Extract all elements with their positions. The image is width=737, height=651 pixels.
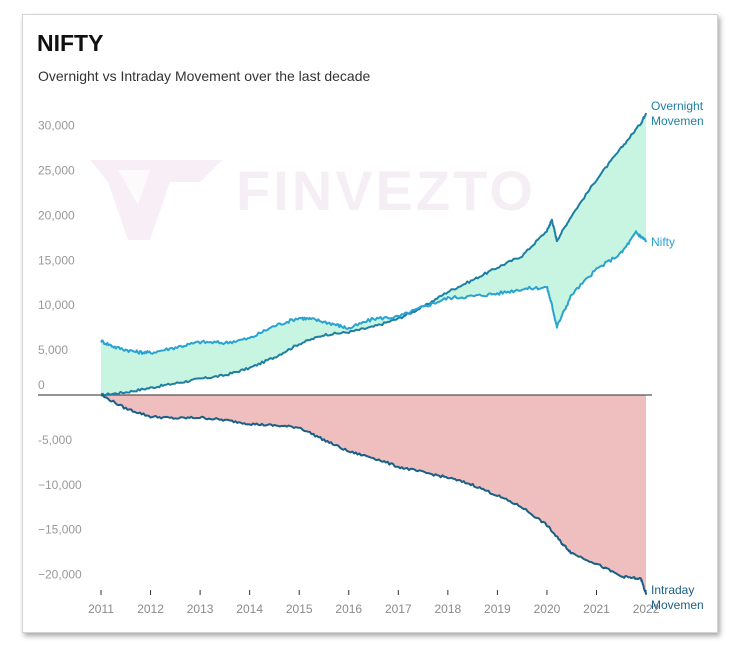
x-tick-label: 2018: [434, 602, 461, 616]
watermark-logo-inner: [118, 170, 150, 205]
y-tick-label: 30,000: [38, 119, 75, 133]
x-tick-label: 2017: [385, 602, 412, 616]
series-label: Nifty: [651, 235, 675, 249]
y-tick-label: 0: [38, 378, 45, 392]
x-tick-label: 2022: [633, 602, 660, 616]
series-line-overnight-movement: [100, 112, 647, 397]
series-label: Intraday: [651, 583, 694, 597]
chart-title: NIFTY: [37, 30, 104, 56]
x-tick-label: 2014: [236, 602, 263, 616]
series-label: Movemen: [651, 114, 704, 128]
series-line-intraday-movement: [100, 394, 647, 595]
x-tick-label: 2019: [484, 602, 511, 616]
fill-area-0: [101, 113, 646, 396]
y-tick-label: 5,000: [38, 343, 68, 357]
x-tick-label: 2020: [534, 602, 561, 616]
series-label: Overnight: [651, 99, 704, 113]
fill-area-1: [101, 395, 646, 595]
watermark: FINVEZTO: [90, 159, 536, 240]
y-tick-label: −20,000: [38, 568, 82, 582]
x-tick-label: 2015: [286, 602, 313, 616]
x-tick-label: 2021: [583, 602, 610, 616]
y-tick-label: -5,000: [38, 433, 72, 447]
series-line-nifty: [100, 230, 647, 355]
x-tick-label: 2012: [137, 602, 164, 616]
y-tick-label: −15,000: [38, 523, 82, 537]
fills-layer: [101, 113, 646, 595]
y-tick-label: −10,000: [38, 478, 82, 492]
watermark-logo: [90, 160, 222, 240]
lines-layer: [100, 112, 647, 595]
y-tick-label: 15,000: [38, 253, 75, 267]
axis-layer: 30,000 25,000 20,000 15,000 10,000 5,000 0 -5,0…: [38, 119, 660, 616]
x-tick-label: 2013: [187, 602, 214, 616]
y-tick-label: 25,000: [38, 164, 75, 178]
y-tick-label: 10,000: [38, 298, 75, 312]
x-tick-label: 2011: [88, 602, 114, 616]
chart-subtitle: Overnight vs Intraday Movement over the …: [38, 68, 371, 84]
y-tick-label: 20,000: [38, 208, 75, 222]
series-label: Movemen: [651, 598, 704, 612]
watermark-text: FINVEZTO: [236, 159, 536, 222]
x-tick-label: 2016: [335, 602, 362, 616]
